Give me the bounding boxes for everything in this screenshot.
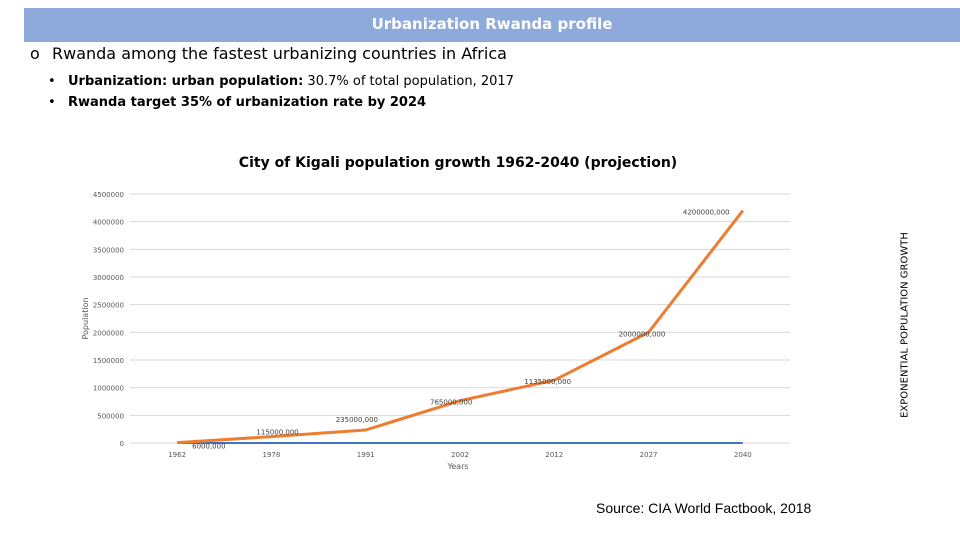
bullet-item: • Urbanization: urban population: 30.7% o… bbox=[48, 71, 514, 92]
y-axis-label: Population bbox=[81, 297, 90, 339]
y-tick-label: 1000000 bbox=[93, 385, 124, 393]
headline-marker: o bbox=[30, 44, 40, 63]
side-label: EXPONENTIAL POPULATION GROWTH bbox=[899, 232, 911, 418]
y-tick-label: 0 bbox=[120, 440, 124, 448]
bullet-marker: • bbox=[48, 74, 56, 89]
bullet-strong: Rwanda target 35% of urbanization rate b… bbox=[68, 95, 427, 110]
data-label: 1135000,000 bbox=[524, 378, 571, 386]
data-label: 765000,000 bbox=[430, 399, 472, 407]
data-label: 235000,000 bbox=[336, 416, 378, 424]
x-tick-label: 1962 bbox=[168, 451, 186, 459]
y-tick-label: 500000 bbox=[97, 412, 124, 420]
y-tick-label: 2000000 bbox=[93, 329, 124, 337]
series-line bbox=[177, 209, 745, 445]
x-tick-label: 1978 bbox=[263, 451, 281, 459]
bullet-strong: Urbanization: urban population: bbox=[68, 74, 304, 89]
x-axis-label: Years bbox=[446, 462, 468, 471]
bullet-item: • Rwanda target 35% of urbanization rate … bbox=[48, 92, 514, 113]
bullet-text: 30.7% of total population, 2017 bbox=[303, 74, 514, 89]
y-tick-label: 3500000 bbox=[93, 246, 124, 254]
bullet-marker: • bbox=[48, 95, 56, 110]
x-tick-label: 2040 bbox=[734, 451, 752, 459]
headline-text: Rwanda among the fastest urbanizing coun… bbox=[52, 44, 507, 63]
x-tick-label: 1991 bbox=[357, 451, 375, 459]
data-label: 2000000,000 bbox=[619, 330, 666, 338]
data-label: 4200000,000 bbox=[683, 209, 730, 217]
page-title: Urbanization Rwanda profile bbox=[371, 15, 613, 33]
y-tick-label: 4000000 bbox=[93, 219, 124, 227]
bullet-list: • Urbanization: urban population: 30.7% o… bbox=[48, 71, 514, 113]
x-tick-label: 2002 bbox=[451, 451, 469, 459]
y-tick-label: 2500000 bbox=[93, 302, 124, 310]
source-note: Source: CIA World Factbook, 2018 bbox=[596, 500, 812, 516]
population-chart: 0 500000 1000000 1500000 2000000 2500000 30000… bbox=[81, 191, 790, 471]
title-banner: Urbanization Rwanda profile bbox=[24, 8, 960, 42]
y-tick-label: 1500000 bbox=[93, 357, 124, 365]
x-tick-label: 2012 bbox=[545, 451, 563, 459]
data-label: 115000,000 bbox=[256, 429, 298, 437]
x-tick-label: 2027 bbox=[640, 451, 658, 459]
y-tick-label: 3000000 bbox=[93, 274, 124, 282]
y-tick-label: 4500000 bbox=[93, 191, 124, 199]
chart-title: City of Kigali population growth 1962-20… bbox=[238, 155, 678, 171]
data-label: 6000,000 bbox=[192, 443, 225, 451]
headline: o Rwanda among the fastest urbanizing cou… bbox=[30, 44, 507, 63]
